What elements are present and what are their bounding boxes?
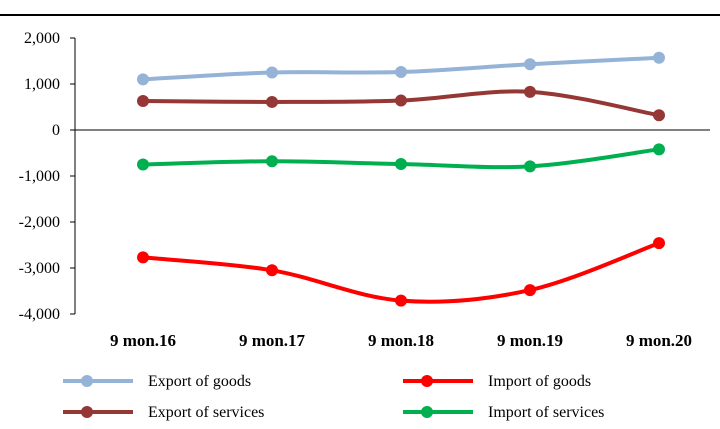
data-point: [137, 158, 149, 171]
data-point: [524, 160, 536, 173]
data-point: [137, 73, 149, 86]
series-import-of-goods: [137, 237, 665, 307]
data-point: [524, 58, 536, 71]
data-point: [524, 85, 536, 98]
series-layer: [137, 51, 665, 307]
y-tick-label: 0: [52, 122, 60, 139]
data-point: [395, 94, 407, 107]
legend-label: Export of services: [148, 404, 264, 421]
data-point: [137, 95, 149, 108]
data-point: [653, 237, 665, 250]
legend: Export of goods Import of goods Export of …: [63, 373, 604, 421]
legend-label: Export of goods: [148, 373, 251, 390]
legend-swatch-marker: [81, 406, 93, 418]
data-point: [266, 264, 278, 277]
y-tick-label: -3,000: [19, 260, 60, 277]
series-line: [141, 241, 661, 304]
x-tick-label: 9 mon.18: [368, 331, 434, 350]
series-import-of-services: [137, 143, 665, 173]
data-point: [395, 158, 407, 171]
y-tick-label: -4,000: [19, 306, 60, 323]
y-tick-label: -2,000: [19, 214, 60, 231]
y-tick-label: 2,000: [24, 30, 60, 47]
data-point: [395, 66, 407, 79]
data-point: [266, 95, 278, 108]
data-point: [266, 66, 278, 79]
x-tick-label: 9 mon.17: [239, 331, 306, 350]
series-export-of-goods: [137, 51, 665, 86]
legend-swatch-marker: [421, 375, 433, 387]
legend-item: Import of goods: [403, 373, 591, 390]
series-export-of-services: [137, 85, 665, 122]
legend-label: Import of goods: [488, 373, 591, 390]
data-point: [137, 251, 149, 264]
legend-item: Export of goods: [63, 373, 251, 390]
legend-swatch-marker: [421, 406, 433, 418]
legend-item: Export of services: [63, 404, 264, 421]
y-tick-label: 1,000: [24, 76, 60, 93]
x-tick-label: 9 mon.20: [626, 331, 692, 350]
x-tick-label: 9 mon.16: [110, 331, 176, 350]
data-point: [653, 51, 665, 64]
axes: 2,000 1,000 0 -1,000 -2,000 -3,000 -4,000 9 mon…: [19, 30, 710, 350]
data-point: [524, 284, 536, 297]
data-point: [266, 155, 278, 168]
y-tick-label: -1,000: [19, 168, 60, 185]
x-tick-label: 9 mon.19: [497, 331, 563, 350]
data-point: [653, 143, 665, 156]
data-point: [653, 109, 665, 122]
legend-swatch-marker: [81, 375, 93, 387]
data-point: [395, 294, 407, 307]
legend-label: Import of services: [488, 404, 604, 421]
legend-item: Import of services: [403, 404, 604, 421]
